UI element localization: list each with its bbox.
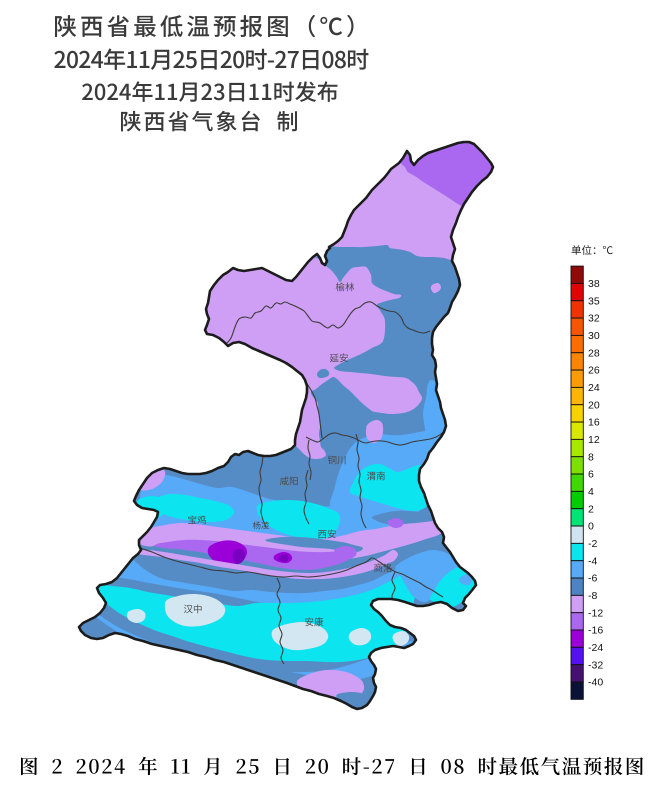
- svg-text:20: 20: [588, 399, 600, 411]
- svg-text:6: 6: [588, 469, 594, 481]
- svg-text:-24: -24: [588, 642, 603, 654]
- svg-text:4: 4: [588, 486, 594, 498]
- svg-text:12: 12: [588, 434, 600, 446]
- svg-text:32: 32: [588, 313, 600, 325]
- svg-text:35: 35: [588, 295, 600, 307]
- svg-text:0: 0: [588, 521, 594, 533]
- svg-text:-6: -6: [588, 573, 597, 585]
- svg-text:38: 38: [588, 278, 600, 290]
- svg-text:-32: -32: [588, 659, 603, 671]
- svg-text:16: 16: [588, 417, 600, 429]
- svg-text:30: 30: [588, 330, 600, 342]
- svg-text:-8: -8: [588, 590, 597, 602]
- svg-text:-16: -16: [588, 625, 603, 637]
- svg-text:-40: -40: [588, 677, 603, 689]
- svg-text:-12: -12: [588, 607, 603, 619]
- svg-text:24: 24: [588, 382, 600, 394]
- svg-text:-2: -2: [588, 538, 597, 550]
- svg-text:-4: -4: [588, 555, 597, 567]
- svg-text:2: 2: [588, 503, 594, 515]
- svg-text:8: 8: [588, 451, 594, 463]
- svg-text:26: 26: [588, 365, 600, 377]
- svg-text:28: 28: [588, 347, 600, 359]
